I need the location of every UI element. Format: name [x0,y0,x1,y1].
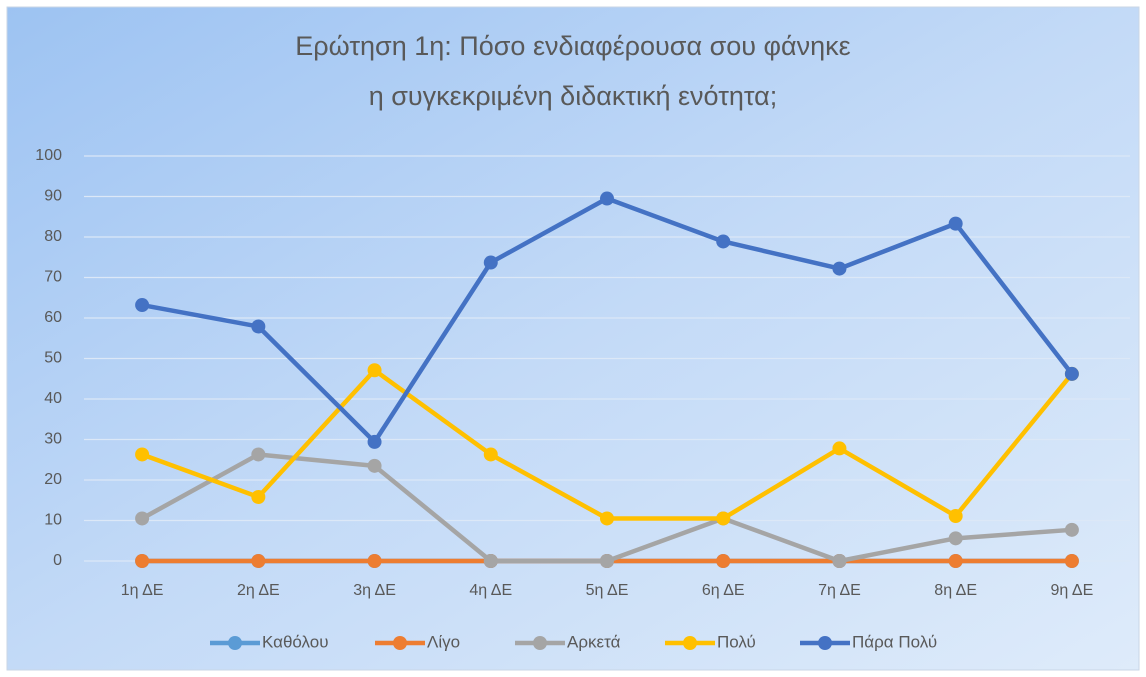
legend-marker [393,636,407,650]
data-point [483,255,498,270]
data-point [1064,554,1079,568]
y-tick-label: 100 [35,147,62,164]
data-point [600,511,614,526]
y-tick-label: 80 [44,228,62,245]
data-point [716,554,731,568]
y-tick-label: 20 [44,471,62,488]
legend-marker [228,636,242,650]
y-tick-label: 10 [44,512,62,529]
x-tick-label: 2η ΔΕ [237,582,280,599]
y-tick-label: 60 [44,309,62,326]
data-point [716,234,731,249]
data-point [251,447,266,462]
legend-marker [683,636,697,650]
data-point [483,554,498,568]
data-point [832,261,847,276]
data-point [135,511,150,526]
chart-title: Ερώτηση 1η: Πόσο ενδιαφέρουσα σου φάνηκε [295,31,850,61]
x-tick-label: 3η ΔΕ [353,582,396,599]
data-point [483,447,498,462]
chart-title: η συγκεκριμένη διδακτική ενότητα; [369,81,778,111]
data-point [1064,522,1079,537]
data-point [948,554,963,568]
x-tick-label: 4η ΔΕ [469,582,512,599]
data-point [367,554,382,568]
x-tick-label: 9η ΔΕ [1051,582,1094,599]
data-point [251,319,266,334]
x-tick-label: 1η ΔΕ [121,582,164,599]
y-tick-label: 90 [44,188,62,205]
data-point [367,434,382,449]
data-point [600,191,614,206]
x-tick-label: 7η ΔΕ [818,582,861,599]
data-point [135,298,150,313]
x-tick-label: 5η ΔΕ [586,582,629,599]
y-tick-label: 70 [44,269,62,286]
data-point [135,554,150,568]
data-point [948,531,963,546]
y-tick-label: 0 [53,552,62,569]
legend-label: Πολύ [717,632,756,651]
legend-marker [533,636,547,650]
legend-marker [818,636,832,650]
data-point [251,554,266,568]
y-tick-label: 30 [44,431,62,448]
legend-label: Αρκετά [567,632,621,651]
data-point [948,216,963,231]
data-point [1064,366,1079,381]
data-point [367,458,382,473]
x-tick-label: 6η ΔΕ [702,582,745,599]
data-point [832,554,847,568]
data-point [716,511,731,526]
legend-label: Λίγο [427,632,460,651]
data-point [948,509,963,524]
legend-label: Πάρα Πολύ [852,632,937,651]
data-point [600,554,614,568]
x-tick-label: 8η ΔΕ [934,582,977,599]
data-point [832,441,847,456]
data-point [135,447,150,462]
legend-label: Καθόλου [262,632,329,651]
y-tick-label: 50 [44,350,62,367]
data-point [251,490,266,505]
y-tick-label: 40 [44,390,62,407]
data-point [367,363,382,378]
